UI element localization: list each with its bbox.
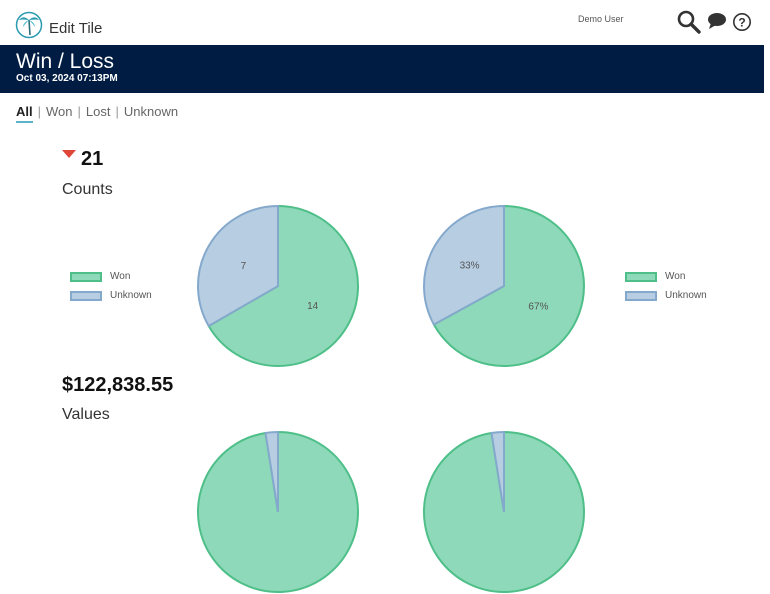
legend-item-unknown[interactable]: Unknown xyxy=(70,286,152,305)
legend-item-won[interactable]: Won xyxy=(70,267,152,286)
legend-label: Unknown xyxy=(110,290,152,301)
pie-slice-label: 7 xyxy=(241,261,247,272)
svg-text:?: ? xyxy=(738,16,745,30)
counts-section-label: Counts xyxy=(62,181,113,198)
palm-tree-logo-icon[interactable] xyxy=(15,11,43,39)
counts-kpi-value: 21 xyxy=(81,148,104,170)
pie-slice-unknown[interactable] xyxy=(197,204,279,328)
legend-swatch-won xyxy=(70,271,102,282)
legend-label: Unknown xyxy=(665,290,707,301)
values-percent-pie-chart xyxy=(423,430,585,593)
page-title: Win / Loss xyxy=(16,50,115,73)
tab-all[interactable]: All xyxy=(16,104,33,123)
pie-slice-unknown[interactable] xyxy=(423,204,505,326)
chat-icon[interactable] xyxy=(707,12,727,30)
help-icon[interactable]: ? xyxy=(732,12,752,32)
top-bar: Edit Tile Demo User ? xyxy=(0,0,770,45)
legend-label: Won xyxy=(665,271,686,282)
legend-swatch-unknown xyxy=(70,290,102,301)
tab-separator: | xyxy=(77,104,81,119)
legend-swatch-unknown xyxy=(625,290,657,301)
legend-left: Won Unknown xyxy=(70,267,152,305)
user-name[interactable]: Demo User xyxy=(578,14,624,24)
app-title: Edit Tile xyxy=(49,20,103,37)
page-header: Win / Loss Oct 03, 2024 07:13PM xyxy=(0,45,764,93)
tab-separator: | xyxy=(115,104,119,119)
legend-right: Won Unknown xyxy=(625,267,707,305)
values-section-label: Values xyxy=(62,406,110,423)
legend-item-won[interactable]: Won xyxy=(625,267,707,286)
values-pie-chart xyxy=(197,430,359,593)
pie-slice-label: 67% xyxy=(528,301,548,312)
pie-slice-label: 33% xyxy=(460,261,480,272)
tab-won[interactable]: Won xyxy=(46,104,73,119)
tab-separator: | xyxy=(37,104,42,119)
pie-slice-won[interactable] xyxy=(432,204,585,367)
search-icon[interactable] xyxy=(676,9,702,35)
pie-slice-label: 14 xyxy=(307,301,319,312)
pie-slice-won[interactable] xyxy=(207,204,359,367)
legend-item-unknown[interactable]: Unknown xyxy=(625,286,707,305)
tab-unknown[interactable]: Unknown xyxy=(123,104,179,119)
trend-down-icon xyxy=(62,150,76,158)
filter-tabs: All | Won | Lost | Unknown xyxy=(16,104,179,123)
tab-lost[interactable]: Lost xyxy=(85,104,111,119)
counts-pie-chart: 14 7 xyxy=(197,204,359,367)
page-date: Oct 03, 2024 07:13PM xyxy=(16,73,118,84)
legend-label: Won xyxy=(110,271,131,282)
legend-swatch-won xyxy=(625,271,657,282)
values-kpi-value: $122,838.55 xyxy=(62,374,174,396)
counts-percent-pie-chart: 67% 33% xyxy=(423,204,585,367)
